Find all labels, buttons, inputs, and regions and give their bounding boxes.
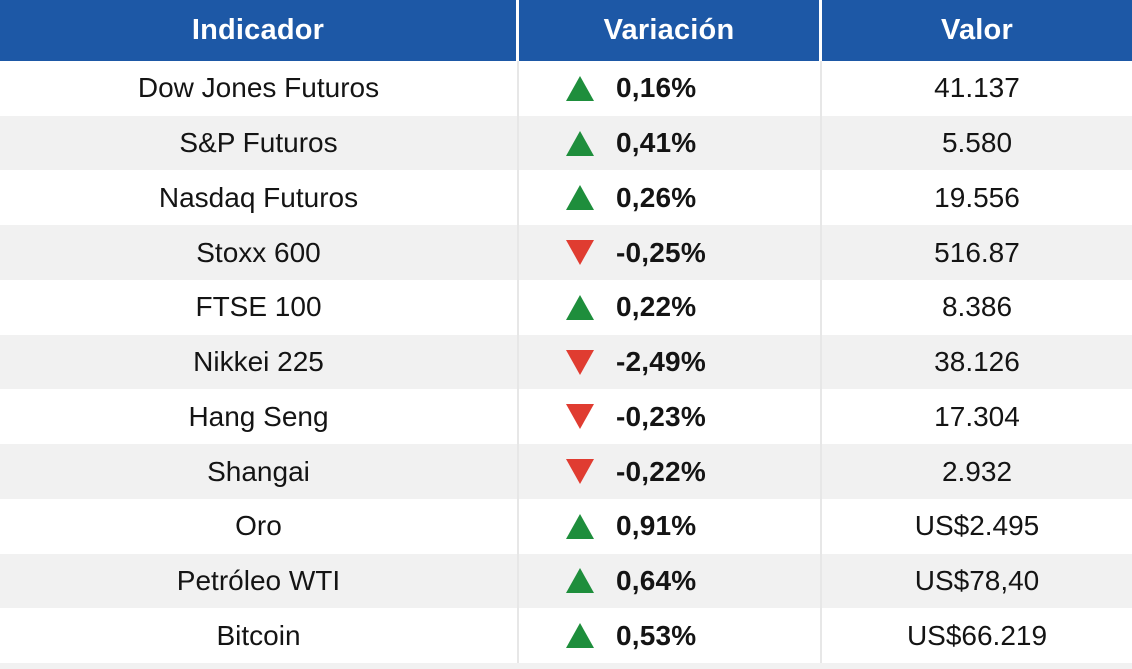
indicator-cell: Dow Jones Futuros bbox=[0, 61, 519, 116]
indicator-label: Nikkei 225 bbox=[193, 346, 324, 378]
trend-up-icon bbox=[566, 75, 594, 101]
indicator-cell: Oro bbox=[0, 498, 519, 554]
indicator-cell: Shangai bbox=[0, 444, 519, 499]
variation-value: 0,41% bbox=[616, 127, 697, 159]
trend-up-icon bbox=[566, 568, 594, 594]
variation-value: 0,22% bbox=[616, 291, 697, 323]
trend-down-icon bbox=[566, 404, 594, 430]
trend-up-icon bbox=[566, 130, 594, 156]
indicator-cell: Bitcoin bbox=[0, 608, 519, 664]
table-row: Bitcoin 0,53% US$66.219 bbox=[0, 608, 1132, 664]
value-cell: US$78,40 bbox=[822, 554, 1132, 609]
value-label: 38.126 bbox=[934, 346, 1020, 378]
value-label: 19.556 bbox=[934, 181, 1020, 213]
variation-value: 0,91% bbox=[616, 510, 697, 542]
value-label: US$66.219 bbox=[906, 619, 1048, 651]
variation-cell: 0,26% bbox=[519, 170, 822, 226]
indicator-label: Nasdaq Futuros bbox=[158, 181, 359, 213]
variation-cell: 0,91% bbox=[519, 498, 822, 554]
indicator-cell: S&P Futuros bbox=[0, 115, 519, 171]
trend-down-icon bbox=[566, 349, 594, 375]
variation-cell: 0,41% bbox=[519, 115, 822, 171]
value-cell: 19.556 bbox=[822, 170, 1132, 225]
trend-up-icon bbox=[566, 185, 594, 211]
variation-cell: -0,22% bbox=[519, 444, 822, 499]
indicator-label: Oro bbox=[235, 510, 282, 542]
value-label: US$2.495 bbox=[914, 510, 1040, 542]
variation-cell: 0,22% bbox=[519, 279, 822, 335]
variation-value: 0,26% bbox=[616, 181, 697, 213]
indicator-label: Hang Seng bbox=[188, 400, 329, 432]
value-cell: 2.932 bbox=[822, 444, 1132, 499]
indicator-cell: Petróleo WTI bbox=[0, 553, 519, 609]
indicator-label: Dow Jones Futuros bbox=[137, 72, 380, 104]
table-header-row: Indicador Variación Valor bbox=[0, 0, 1132, 61]
indicator-cell: Nasdaq Futuros bbox=[0, 170, 519, 226]
value-label: 8.386 bbox=[941, 291, 1013, 323]
trend-up-icon bbox=[566, 294, 594, 320]
table-row: Oro 0,91% US$2.495 bbox=[0, 498, 1132, 554]
table-row: Petróleo WTI 0,64% US$78,40 bbox=[0, 553, 1132, 609]
variation-cell: 0,16% bbox=[519, 61, 822, 116]
table-row: S&P Futuros 0,41% 5.580 bbox=[0, 115, 1132, 171]
indicator-cell: Hang Seng bbox=[0, 389, 519, 445]
variation-cell: -2,49% bbox=[519, 334, 822, 390]
variation-value: 0,64% bbox=[616, 564, 697, 596]
value-cell: 17.304 bbox=[822, 389, 1132, 444]
table-row: Nikkei 225 -2,49% 38.126 bbox=[0, 334, 1132, 390]
trend-up-icon bbox=[566, 623, 594, 649]
indicator-cell: Stoxx 600 bbox=[0, 225, 519, 280]
variation-value: -0,22% bbox=[616, 455, 706, 487]
next-row-partial-strip bbox=[0, 663, 1132, 669]
variation-value: -0,23% bbox=[616, 400, 706, 432]
indicator-label: S&P Futuros bbox=[179, 127, 338, 159]
value-label: 2.932 bbox=[941, 455, 1013, 487]
value-label: US$78,40 bbox=[914, 564, 1040, 596]
value-label: 17.304 bbox=[934, 400, 1020, 432]
variation-value: -0,25% bbox=[616, 236, 706, 268]
variation-value: 0,53% bbox=[616, 619, 697, 651]
value-cell: US$66.219 bbox=[822, 608, 1132, 663]
value-label: 41.137 bbox=[934, 72, 1020, 104]
indicator-label: FTSE 100 bbox=[195, 291, 322, 323]
column-header-valor: Valor bbox=[941, 14, 1013, 46]
table-row: Dow Jones Futuros 0,16% 41.137 bbox=[0, 61, 1132, 116]
variation-value: 0,16% bbox=[616, 72, 697, 104]
value-cell: 5.580 bbox=[822, 116, 1132, 171]
indicator-cell: Nikkei 225 bbox=[0, 334, 519, 390]
table-row: Hang Seng -0,23% 17.304 bbox=[0, 389, 1132, 445]
variation-cell: 0,64% bbox=[519, 553, 822, 609]
value-cell: US$2.495 bbox=[822, 499, 1132, 554]
table-row: FTSE 100 0,22% 8.386 bbox=[0, 279, 1132, 335]
table-row: Shangai -0,22% 2.932 bbox=[0, 444, 1132, 499]
table-row: Nasdaq Futuros 0,26% 19.556 bbox=[0, 170, 1132, 226]
trend-down-icon bbox=[566, 240, 594, 266]
column-header-indicador: Indicador bbox=[0, 0, 519, 61]
indicator-label: Shangai bbox=[207, 455, 310, 487]
column-header-variacion: Variación bbox=[519, 0, 822, 61]
variation-cell: 0,53% bbox=[519, 608, 822, 664]
table-body: Dow Jones Futuros 0,16% 41.137 S&P Futur… bbox=[0, 61, 1132, 664]
table-row: Stoxx 600 -0,25% 516.87 bbox=[0, 225, 1132, 280]
trend-up-icon bbox=[566, 513, 594, 539]
variation-value: -2,49% bbox=[616, 346, 706, 378]
value-label: 516.87 bbox=[934, 236, 1020, 268]
value-cell: 38.126 bbox=[822, 335, 1132, 390]
value-label: 5.580 bbox=[941, 127, 1013, 159]
value-cell: 516.87 bbox=[822, 225, 1132, 280]
indicator-label: Petróleo WTI bbox=[176, 564, 341, 596]
value-cell: 8.386 bbox=[822, 280, 1132, 335]
indicator-label: Stoxx 600 bbox=[196, 236, 321, 268]
variation-cell: -0,25% bbox=[519, 225, 822, 280]
trend-down-icon bbox=[566, 459, 594, 484]
variation-cell: -0,23% bbox=[519, 389, 822, 445]
indicator-cell: FTSE 100 bbox=[0, 279, 519, 335]
value-cell: 41.137 bbox=[822, 61, 1132, 116]
indicator-label: Bitcoin bbox=[216, 619, 301, 651]
